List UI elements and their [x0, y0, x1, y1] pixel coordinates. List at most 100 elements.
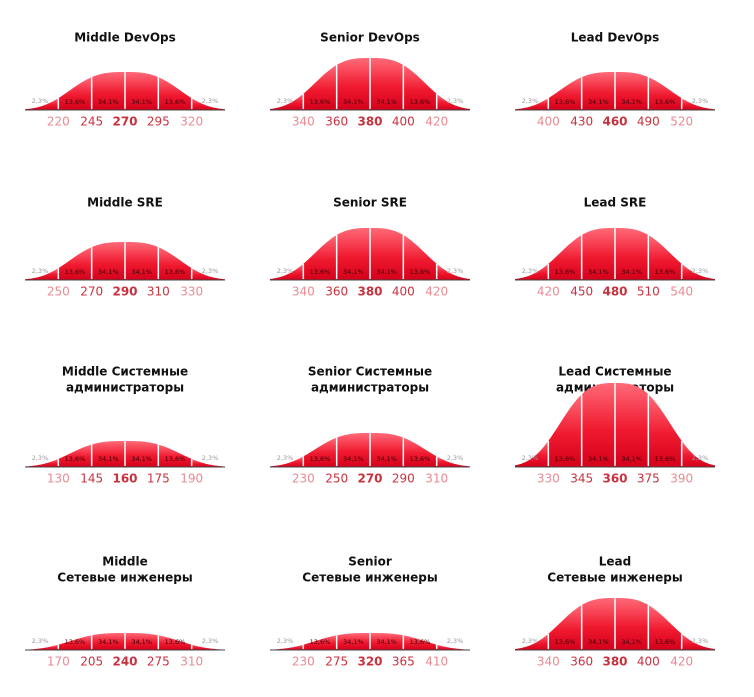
x-tick-label: 510	[637, 285, 660, 299]
segment-label: 34,1%	[621, 455, 642, 463]
x-tick-label: 360	[325, 115, 348, 129]
segment	[158, 635, 192, 650]
x-tick-label: 310	[425, 472, 448, 486]
segment	[548, 235, 582, 280]
segment	[191, 268, 225, 280]
segment-label: 34,1%	[343, 98, 364, 106]
x-tick-label: 310	[147, 285, 170, 299]
segment-label: 34,1%	[588, 455, 609, 463]
x-tick-label: 380	[602, 655, 627, 669]
bell-chart: Senior Сетевые инженеры 2,3% 13,6% 34,1% 34,1…	[270, 555, 470, 669]
segment	[125, 441, 159, 467]
segment-label: 13,6%	[410, 98, 431, 106]
x-tick-label: 490	[637, 115, 660, 129]
segment	[548, 605, 582, 650]
segment-label: 34,1%	[98, 638, 119, 646]
x-tick-label: 245	[80, 115, 103, 129]
segment-label: 2,3%	[277, 637, 294, 645]
segment	[25, 268, 59, 280]
segment	[403, 635, 437, 650]
chart-title: Middle Системные	[62, 365, 188, 379]
segment-label: 13,6%	[310, 638, 331, 646]
x-tick-label: 420	[425, 285, 448, 299]
segment	[515, 263, 549, 280]
x-tick-label: 410	[425, 655, 448, 669]
x-tick-label: 275	[325, 655, 348, 669]
x-tick-label: 320	[357, 655, 382, 669]
x-tick-label: 170	[47, 655, 70, 669]
x-tick-label: 520	[670, 115, 693, 129]
segment	[403, 437, 437, 467]
segment-label: 34,1%	[131, 638, 152, 646]
segment-label: 13,6%	[555, 268, 576, 276]
x-tick-label: 450	[570, 285, 593, 299]
segment	[436, 93, 470, 110]
segment	[158, 444, 192, 467]
segment-label: 13,6%	[65, 638, 86, 646]
segment-label: 2,3%	[32, 454, 49, 462]
segment-label: 13,6%	[410, 638, 431, 646]
segment-label: 2,3%	[202, 637, 219, 645]
segment	[270, 93, 304, 110]
bell-chart: Lead Системныеадминистраторы2,3%13,6%34,…	[515, 365, 715, 486]
segment	[158, 247, 192, 280]
segment-label: 34,1%	[98, 268, 119, 276]
x-tick-label: 270	[357, 472, 382, 486]
segment-label: 2,3%	[692, 97, 709, 105]
segment	[58, 635, 92, 650]
segment	[581, 598, 615, 650]
segment	[58, 247, 92, 280]
segment	[681, 440, 715, 467]
segment	[681, 263, 715, 280]
x-tick-label: 270	[80, 285, 103, 299]
bell-chart: Lead DevOps 2,3% 13,6% 34,1% 34,1% 13,6% 2,3% 4…	[515, 31, 715, 129]
segment-label: 2,3%	[277, 97, 294, 105]
segment-label: 13,6%	[65, 455, 86, 463]
segment	[436, 263, 470, 280]
segment-label: 13,6%	[555, 98, 576, 106]
x-tick-label: 540	[670, 285, 693, 299]
segment	[125, 72, 159, 110]
segment	[370, 633, 404, 650]
segment-label: 13,6%	[165, 268, 186, 276]
segment	[581, 72, 615, 110]
segment	[648, 605, 682, 650]
segment-label: 34,1%	[343, 268, 364, 276]
segment-label: 2,3%	[277, 454, 294, 462]
chart-title: Lead SRE	[584, 196, 647, 210]
segment	[436, 644, 470, 650]
x-tick-label: 230	[292, 655, 315, 669]
segment-label: 34,1%	[588, 98, 609, 106]
segment-label: 34,1%	[131, 455, 152, 463]
segment	[191, 98, 225, 110]
segment-label: 34,1%	[131, 268, 152, 276]
x-tick-label: 250	[325, 472, 348, 486]
segment-label: 13,6%	[65, 268, 86, 276]
segment-label: 13,6%	[165, 455, 186, 463]
x-tick-label: 375	[637, 472, 660, 486]
x-tick-label: 275	[147, 655, 170, 669]
segment	[336, 633, 370, 650]
segment-label: 13,6%	[310, 455, 331, 463]
x-tick-label: 360	[602, 472, 627, 486]
segment	[25, 644, 59, 650]
x-tick-label: 130	[47, 472, 70, 486]
x-tick-label: 270	[112, 115, 137, 129]
segment-label: 13,6%	[410, 455, 431, 463]
segment	[91, 72, 125, 110]
bell-chart: Senior DevOps 2,3% 13,6% 34,1% 34,1% 13,6% 2,3…	[270, 31, 470, 129]
segment	[370, 433, 404, 467]
chart-title: Middle DevOps	[74, 31, 176, 45]
segment	[270, 456, 304, 467]
segment-label: 2,3%	[692, 454, 709, 462]
segment	[191, 644, 225, 650]
x-tick-label: 360	[570, 655, 593, 669]
x-tick-label: 480	[602, 285, 627, 299]
x-tick-label: 250	[47, 285, 70, 299]
x-tick-label: 365	[392, 655, 415, 669]
segment-label: 2,3%	[447, 637, 464, 645]
segment-label: 2,3%	[202, 454, 219, 462]
segment-label: 2,3%	[202, 267, 219, 275]
segment-label: 13,6%	[655, 638, 676, 646]
segment-label: 34,1%	[376, 455, 397, 463]
